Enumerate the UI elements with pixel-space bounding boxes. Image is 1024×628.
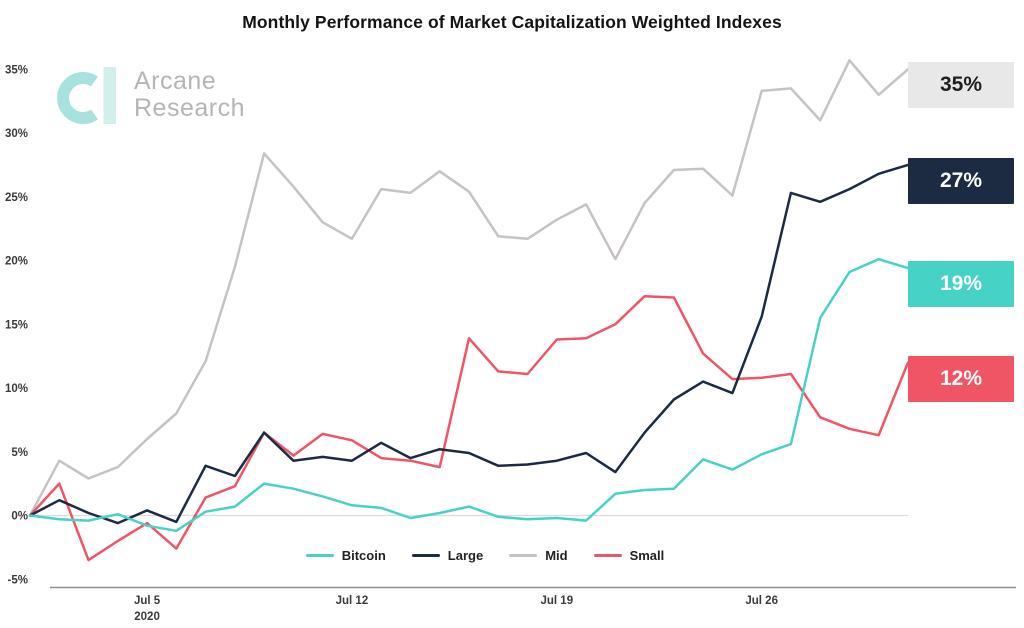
x-tick-label: Jul 26 (745, 595, 778, 607)
series-line-mid (28, 59, 910, 517)
legend-label-large: Large (447, 548, 484, 563)
logo: Arcane Research (56, 66, 245, 126)
y-tick-label: 0% (11, 511, 28, 523)
y-tick-label: 20% (5, 256, 28, 268)
arcane-logo-icon (57, 67, 116, 124)
y-tick-label: 25% (5, 192, 28, 204)
legend: Bitcoin Large Mid Small (0, 548, 1024, 563)
y-tick-label: 10% (5, 383, 28, 395)
legend-swatch-large (411, 554, 440, 557)
x-tick-sublabel: 2020 (134, 611, 160, 623)
y-tick-label: -5% (8, 574, 28, 586)
x-tick-label: Jul 12 (336, 595, 369, 607)
legend-label-bitcoin: Bitcoin (341, 548, 386, 563)
logo-bar (103, 67, 116, 124)
x-tick-label: Jul 5 (134, 595, 161, 607)
logo-arc (57, 72, 98, 124)
logo-line2: Research (134, 94, 245, 122)
legend-item-small: Small (593, 548, 665, 563)
y-tick-label: 35% (5, 64, 28, 76)
legend-label-small: Small (629, 548, 665, 563)
series-line-bitcoin (28, 257, 910, 533)
end-label-large: 27% (908, 158, 1014, 204)
end-label-small: 12% (908, 356, 1014, 402)
series-line-large (28, 163, 910, 525)
legend-swatch-bitcoin (305, 554, 334, 557)
logo-text: Arcane Research (134, 68, 245, 122)
legend-swatch-mid (509, 554, 538, 557)
series-line-small (28, 294, 910, 562)
logo-line1: Arcane (134, 67, 217, 95)
legend-label-mid: Mid (545, 548, 568, 563)
x-tick-label: Jul 19 (540, 595, 573, 607)
y-tick-label: 30% (5, 128, 28, 140)
legend-item-large: Large (411, 548, 484, 563)
legend-item-mid: Mid (509, 548, 568, 563)
legend-item-bitcoin: Bitcoin (305, 548, 386, 563)
y-tick-label: 15% (5, 319, 28, 331)
end-label-bitcoin: 19% (908, 261, 1014, 307)
legend-swatch-small (593, 554, 622, 557)
chart-title: Monthly Performance of Market Capitaliza… (242, 12, 782, 32)
end-label-mid: 35% (908, 62, 1014, 108)
y-tick-label: 5% (11, 447, 28, 459)
